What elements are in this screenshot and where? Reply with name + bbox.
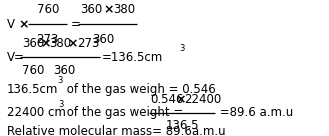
Text: =89.6 a.m.u: =89.6 a.m.u (216, 106, 294, 119)
Text: V: V (7, 18, 14, 31)
Text: ×: × (18, 18, 29, 31)
Text: 380: 380 (113, 3, 135, 16)
Text: 360: 360 (54, 64, 76, 77)
Text: 136.5: 136.5 (165, 119, 199, 132)
Text: 273: 273 (37, 33, 59, 46)
Text: 22400 cm: 22400 cm (7, 106, 65, 119)
Text: 3: 3 (58, 76, 63, 85)
Text: 22400: 22400 (185, 93, 222, 106)
Text: 3: 3 (179, 44, 185, 53)
Text: =: = (71, 18, 81, 31)
Text: 360: 360 (22, 37, 45, 50)
Text: Relative molecular mass= 89.6a.m.u: Relative molecular mass= 89.6a.m.u (7, 125, 225, 136)
Text: 760: 760 (37, 3, 59, 16)
Text: 136.5cm: 136.5cm (7, 83, 58, 96)
Text: 360: 360 (81, 3, 103, 16)
Text: 3: 3 (59, 100, 64, 109)
Text: ×: × (40, 37, 51, 50)
Text: 360: 360 (92, 33, 115, 46)
Text: V=: V= (7, 51, 24, 64)
Text: 380: 380 (49, 37, 71, 50)
Text: =136.5cm: =136.5cm (102, 51, 163, 64)
Text: 0.546: 0.546 (151, 93, 184, 106)
Text: 273: 273 (77, 37, 99, 50)
Text: of the gas weight =: of the gas weight = (63, 106, 184, 119)
Text: ×: × (175, 93, 186, 106)
Text: 760: 760 (22, 64, 45, 77)
Text: ×: × (104, 3, 114, 16)
Text: of the gas weigh = 0.546: of the gas weigh = 0.546 (63, 83, 215, 96)
Text: ×: × (68, 37, 78, 50)
